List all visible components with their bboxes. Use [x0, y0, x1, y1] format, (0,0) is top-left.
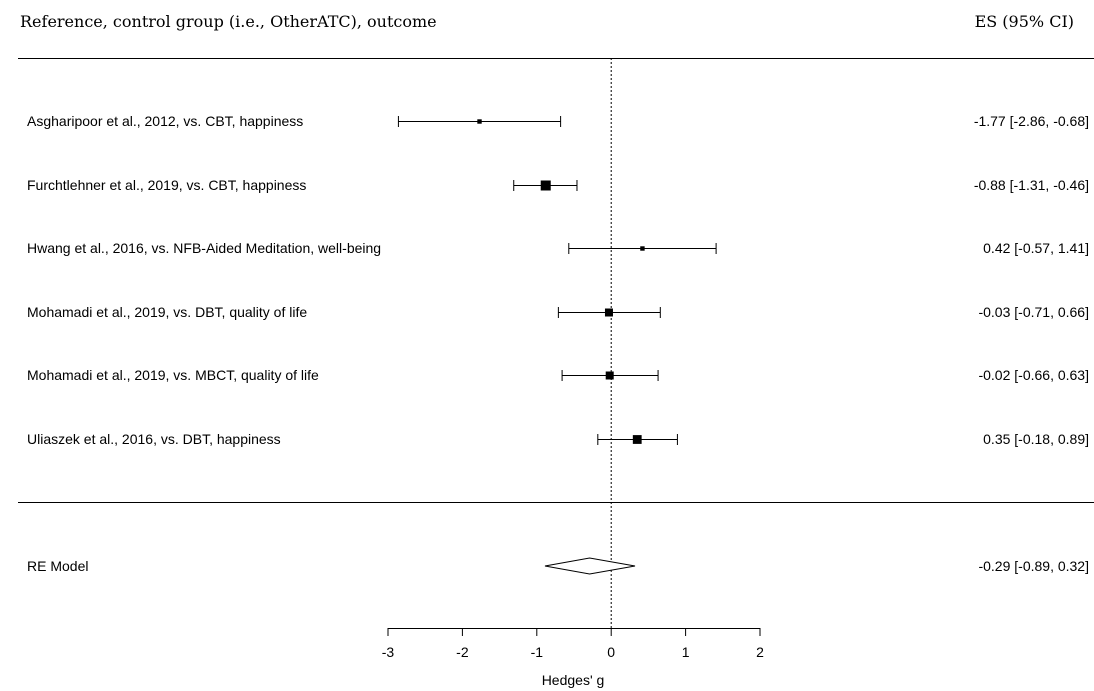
- effect-size-marker: [477, 119, 482, 124]
- header-left: Reference, control group (i.e., OtherATC…: [20, 12, 437, 31]
- x-tick-label: 2: [756, 644, 764, 660]
- effect-size-marker: [540, 180, 551, 191]
- x-tick-label: -3: [382, 644, 395, 660]
- study-ci-text: -0.88 [-1.31, -0.46]: [974, 177, 1089, 193]
- study-label: Mohamadi et al., 2019, vs. MBCT, quality…: [27, 367, 319, 383]
- x-axis: -3 -2 -1 0 1 2: [382, 628, 764, 660]
- study-row: Mohamadi et al., 2019, vs. DBT, quality …: [27, 304, 1089, 320]
- summary-ci-text: -0.29 [-0.89, 0.32]: [978, 558, 1089, 574]
- study-ci-text: 0.35 [-0.18, 0.89]: [983, 431, 1089, 447]
- x-tick-label: 0: [607, 644, 615, 660]
- study-label: Hwang et al., 2016, vs. NFB-Aided Medita…: [27, 240, 381, 256]
- study-ci-text: -0.03 [-0.71, 0.66]: [978, 304, 1089, 320]
- summary-diamond: [544, 557, 636, 575]
- header-right: ES (95% CI): [975, 12, 1074, 31]
- x-tick-label: 1: [682, 644, 690, 660]
- x-tick-label: -1: [531, 644, 544, 660]
- study-label: Mohamadi et al., 2019, vs. DBT, quality …: [27, 304, 307, 320]
- study-row: Asgharipoor et al., 2012, vs. CBT, happi…: [27, 113, 1089, 129]
- effect-size-marker: [632, 435, 642, 444]
- study-label: Asgharipoor et al., 2012, vs. CBT, happi…: [27, 113, 303, 129]
- study-row: Mohamadi et al., 2019, vs. MBCT, quality…: [27, 367, 1089, 383]
- study-row: Furchtlehner et al., 2019, vs. CBT, happ…: [27, 177, 1089, 193]
- summary-label: RE Model: [27, 558, 88, 574]
- study-ci-text: -0.02 [-0.66, 0.63]: [978, 367, 1089, 383]
- effect-size-marker: [640, 246, 645, 251]
- summary-layer: RE Model -0.29 [-0.89, 0.32]: [27, 557, 1089, 575]
- study-row: Uliaszek et al., 2016, vs. DBT, happines…: [27, 431, 1089, 447]
- study-ci-text: 0.42 [-0.57, 1.41]: [983, 240, 1089, 256]
- studies-layer: Asgharipoor et al., 2012, vs. CBT, happi…: [27, 113, 1089, 447]
- study-row: Hwang et al., 2016, vs. NFB-Aided Medita…: [27, 240, 1089, 256]
- study-ci-text: -1.77 [-2.86, -0.68]: [974, 113, 1089, 129]
- effect-size-marker: [604, 308, 613, 317]
- x-tick-label: -2: [456, 644, 469, 660]
- study-label: Uliaszek et al., 2016, vs. DBT, happines…: [27, 431, 281, 447]
- study-label: Furchtlehner et al., 2019, vs. CBT, happ…: [27, 177, 306, 193]
- x-axis-label: Hedges' g: [542, 672, 605, 688]
- effect-size-marker: [605, 371, 614, 380]
